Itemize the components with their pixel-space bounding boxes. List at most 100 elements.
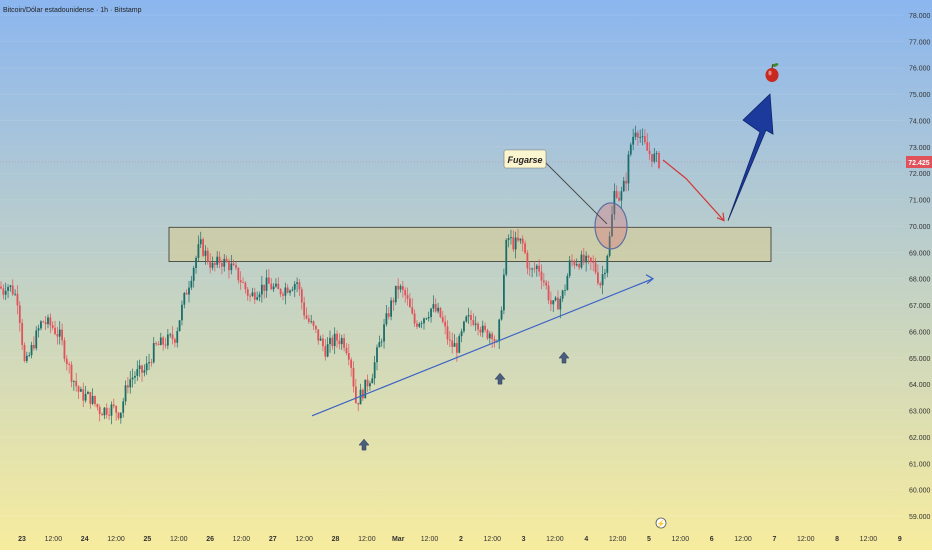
chart-title: Bitcoin/Dólar estadounidense · 1h · Bits… (3, 7, 142, 14)
annotation-text: Fugarse (507, 155, 542, 165)
candle-body (239, 280, 242, 283)
x-tick-label: 8 (835, 536, 839, 543)
candle-body (108, 414, 110, 416)
x-tick-label: 24 (81, 536, 89, 543)
y-tick-label: 69.000 (909, 250, 931, 257)
candle-body (61, 329, 63, 341)
candle-body (138, 365, 141, 370)
candle-body (376, 347, 378, 363)
candle-body (54, 327, 56, 334)
candle-body (425, 318, 428, 320)
candle-body (166, 334, 169, 346)
candle-body (230, 263, 233, 271)
candle-body (620, 191, 623, 201)
candle-body (378, 342, 381, 348)
candles-group (0, 125, 660, 425)
x-tick-label: 12:00 (45, 536, 63, 543)
candle-body (171, 334, 174, 340)
candle-body (51, 325, 54, 328)
candle-body (611, 214, 613, 237)
candle-body (129, 379, 132, 388)
candle-body (533, 268, 536, 270)
last-price-label: 72.425 (908, 160, 930, 167)
candle-body (538, 265, 541, 272)
y-tick-label: 74.000 (909, 118, 931, 125)
candle-body (404, 290, 407, 296)
candle-body (413, 313, 416, 324)
candle-body (80, 389, 82, 392)
candle-body (18, 305, 21, 323)
y-tick-label: 68.000 (909, 277, 931, 284)
candle-body (176, 331, 179, 343)
candle-body (521, 238, 524, 244)
candle-body (265, 277, 268, 291)
candle-body (427, 317, 430, 319)
y-tick-label: 63.000 (909, 409, 931, 416)
candle-body (437, 307, 439, 312)
candle-body (37, 328, 40, 331)
candle-body (263, 284, 266, 291)
candle-body (524, 243, 526, 253)
candle-body (268, 277, 270, 284)
candle-body (338, 340, 341, 345)
candle-body (644, 136, 646, 143)
x-tick-label: 12:00 (609, 536, 627, 543)
candle-body (47, 317, 49, 325)
candle-body (317, 329, 320, 341)
y-tick-label: 70.000 (909, 224, 931, 231)
y-tick-label: 77.000 (909, 39, 931, 46)
candle-body (119, 412, 122, 419)
candle-body (319, 338, 322, 341)
candle-body (573, 261, 576, 266)
candle-body (298, 282, 301, 290)
candle-body (141, 365, 143, 373)
candle-body (162, 337, 165, 345)
candle-body (124, 385, 127, 402)
candle-body (587, 255, 590, 258)
candle-body (150, 362, 153, 363)
candle-body (286, 287, 289, 293)
bounce-arrow-icon (727, 93, 774, 221)
candle-body (627, 154, 630, 184)
candle-body (192, 268, 195, 281)
x-tick-label: 7 (772, 536, 776, 543)
candle-body (557, 297, 559, 310)
y-tick-label: 67.000 (909, 303, 931, 310)
candle-body (554, 297, 557, 301)
candle-body (2, 288, 5, 295)
candle-body (582, 254, 585, 263)
candle-body (540, 271, 543, 281)
candle-body (228, 262, 230, 271)
candle-body (498, 319, 501, 342)
candle-body (56, 333, 59, 337)
y-tick-label: 71.000 (909, 198, 931, 205)
up-marker-icon (494, 372, 506, 385)
candle-body (411, 307, 414, 314)
candle-body (359, 389, 362, 405)
candle-body (305, 315, 308, 319)
candle-body (11, 285, 14, 295)
candle-body (70, 364, 73, 382)
candle-body (446, 326, 449, 340)
candle-body (503, 274, 505, 311)
candle-body (202, 239, 204, 256)
candle-body (575, 264, 578, 266)
x-tick-label: 12:00 (295, 536, 313, 543)
candle-body (322, 338, 324, 347)
candle-body (33, 344, 35, 349)
x-tick-label: 28 (332, 536, 340, 543)
candle-body (258, 294, 261, 298)
candle-body (491, 333, 494, 340)
candle-body (505, 239, 508, 275)
candle-body (204, 250, 207, 256)
axes-group: 78.000 77.000 76.000 75.000 74.000 73.000 72.0… (3, 7, 932, 543)
candle-body (552, 300, 555, 305)
candle-body (531, 268, 533, 270)
x-tick-label: 5 (647, 536, 651, 543)
candle-body (277, 283, 280, 290)
candle-body (467, 315, 470, 317)
candle-body (103, 407, 106, 416)
candle-body (82, 389, 85, 401)
